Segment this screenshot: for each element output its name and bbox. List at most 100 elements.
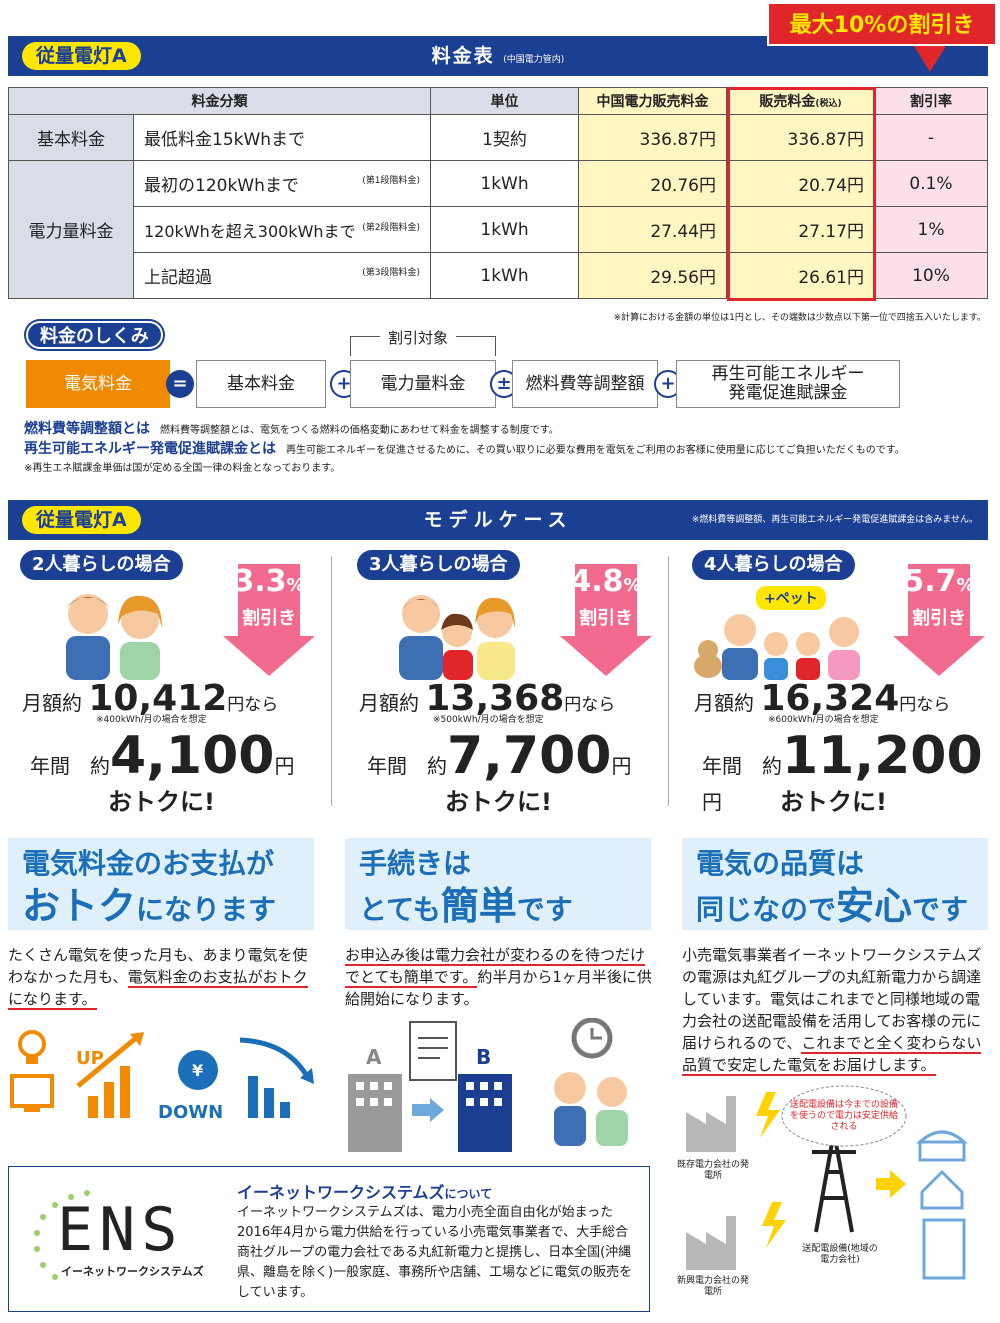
box-energy-fee: 電力量料金 [350,360,496,408]
savings-illustration: UP ¥ DOWN [10,1030,314,1123]
building-a-icon [348,1074,402,1152]
monitor-icon [10,1074,54,1112]
definition-renewable: 再生可能エネルギー発電促進賦課金とは 再生可能エネルギーを促進させるために、その… [24,441,905,457]
benefit-quality-text: 小売電気事業者イーネットワークシステムズの電源は丸紅グループの丸紅新電力から調達… [682,946,982,1076]
equals-icon: = [166,370,194,398]
row-discount: 0.1% [874,160,988,207]
speech-bubble-icon [781,1085,907,1147]
row-chugoku-price: 336.87円 [578,114,727,161]
discount-pct: 3.3% [233,564,305,599]
yearly-savings: 年間 約4,100円 [30,726,295,786]
fee-table-title: 料金表 (中国電力管内) [431,45,565,67]
family-with-pet-illustration-icon [694,614,860,680]
couple-small-icon [554,1072,628,1146]
factory-icon [686,1216,736,1270]
grid-diagram [686,1085,968,1280]
case-card-2: 2人暮らしの場合 3.3% 割引き 月額約 10,412円なら ※400kWh/… [8,550,333,816]
box-basic-fee: 基本料金 [196,360,326,408]
col-header-category: 料金分類 [8,87,431,115]
apartment-icon [916,1130,968,1162]
plan-badge: 従量電灯A [22,506,141,534]
row-category: 基本料金 [8,114,134,161]
case-card-4: 4人暮らしの場合 5.7% 割引き +ペット 月額約 16,324円なら ※60… [680,550,995,816]
row-chugoku-price: 29.56円 [578,252,727,299]
table-row: 基本料金 最低料金15kWhまで 1契約 336.87円 336.87円 - [8,114,988,161]
savings-label: おトクに! [780,788,887,816]
usage-assumption: ※500kWh/月の場合を想定 [433,715,544,725]
bar-up-chart-icon [76,1032,144,1118]
savings-label: おトクに! [445,788,552,816]
row-sale-price: 27.17円 [726,206,875,253]
arrow-right-icon [412,1098,444,1122]
model-case-note: ※燃料費等調整額、再生可能エネルギー発電促進賦課金は含みません。 [691,515,978,525]
discount-pct: 4.8% [570,564,642,599]
yearly-savings: 年間 約7,700円 [367,726,632,786]
usage-assumption: ※600kWh/月の場合を想定 [768,715,879,725]
structure-title: 料金のしくみ [26,321,163,349]
ens-about-box: ENS イーネットワークシステムズ イーネットワークシステムズについて イーネッ… [8,1166,650,1312]
lightbulb-icon [18,1030,46,1064]
discount-arrow-icon: 3.3% 割引き [223,564,315,684]
document-icon [409,1021,457,1081]
model-case-header: 従量電灯A モデルケース ※燃料費等調整額、再生可能エネルギー発電促進賦課金は含… [8,500,988,540]
max-discount-arrow-icon [914,46,946,72]
row-item: 120kWhを超え300kWhまで (第2段階料金) [133,206,431,253]
row-sale-price: 20.74円 [726,160,875,207]
ens-logo: ENS [57,1195,184,1265]
tower-label: 送配電設備(地域の電力会社) [802,1244,878,1265]
benefit-savings-heading: 電気料金のお支払が おトクになります [8,838,314,930]
divider [331,556,332,806]
office-building-icon [922,1218,966,1280]
grid-bubble-text: 送配電設備は今までの設備を使うので電力は安定供給される [789,1100,898,1132]
table-header-row: 料金分類 単位 中国電力販売料金 販売料金(税込) 割引率 [8,87,988,115]
row-sale-price: 26.61円 [726,252,875,299]
discount-target-label: 割引対象 [380,327,457,348]
new-plant-label: 新興電力会社の発電所 [676,1276,749,1297]
table-row: 上記超過 (第3段階料金) 1kWh 29.56円 26.61円 10% [9,252,988,299]
lightning-icon [756,1092,780,1138]
factory-icon [686,1096,736,1152]
definition-note: ※再生エネ賦課金単価は国が定める全国一律の料金となっております。 [24,463,341,474]
monthly-amount: 月額約 16,324円なら [694,678,951,719]
discount-label: 割引き [912,608,966,629]
ens-description: イーネットワークシステムズは、電力小売全面自由化が始まった2016年4月から電力… [237,1205,633,1300]
col-header-price: 販売料金(税込) [726,87,875,115]
col-header-unit: 単位 [430,87,579,115]
max-discount-banner: 最大10%の割引き [767,2,997,46]
fee-table: 料金分類 単位 中国電力販売料金 販売料金(税込) 割引率 基本料金 最低料金1… [8,87,988,299]
arrow-right-icon [876,1170,906,1198]
model-case-title: モデルケース [423,509,573,531]
row-unit: 1kWh [430,160,579,207]
benefit-quality-heading: 電気の品質は 同じなので安心です [682,838,988,930]
row-chugoku-price: 20.76円 [578,160,727,207]
discount-arrow-icon: 5.7% 割引き [893,564,985,684]
row-unit: 1契約 [430,114,579,161]
pet-badge: +ペット [756,586,826,610]
row-category: 電力量料金 [8,160,134,299]
existing-plant-label: 既存電力会社の発電所 [676,1160,749,1181]
definition-fuel: 燃料費等調整額とは 燃料費等調整額とは、電気をつくる燃料の価格変動にあわせて料金… [24,421,559,437]
switch-illustration: A B [348,1018,628,1152]
definitions: 燃料費等調整額とは 燃料費等調整額とは、電気をつくる燃料の価格変動にあわせて料金… [24,420,905,478]
building-a-label: A [366,1045,382,1069]
table-footnote: ※計算における金額の単位は1円とし、その端数は少数点以下第一位で四捨五入いたしま… [613,313,986,323]
ens-logo-dots-icon [34,1190,90,1280]
table-row: 電力量料金 最初の120kWhまで (第1段階料金) 1kWh 20.76円 20… [8,160,988,299]
case-label: 3人暮らしの場合 [357,550,520,580]
down-label: DOWN [158,1102,223,1123]
row-unit: 1kWh [430,252,579,299]
box-fuel-adjustment: 燃料費等調整額 [512,360,658,408]
row-unit: 1kWh [430,206,579,253]
divider [668,556,669,806]
discount-label: 割引き [242,608,296,629]
wallet-icon [178,1050,218,1090]
row-chugoku-price: 27.44円 [578,206,727,253]
row-item: 最初の120kWhまで (第1段階料金) [133,160,431,207]
lightning-icon [762,1202,786,1248]
case-label: 2人暮らしの場合 [20,550,183,580]
ens-heading: イーネットワークシステムズについて [237,1183,493,1202]
benefit-easy-heading: 手続きは とても簡単です [345,838,651,930]
family-of-three-illustration-icon [399,595,515,680]
power-tower-icon [812,1131,856,1233]
discount-pct: 5.7% [903,564,975,599]
